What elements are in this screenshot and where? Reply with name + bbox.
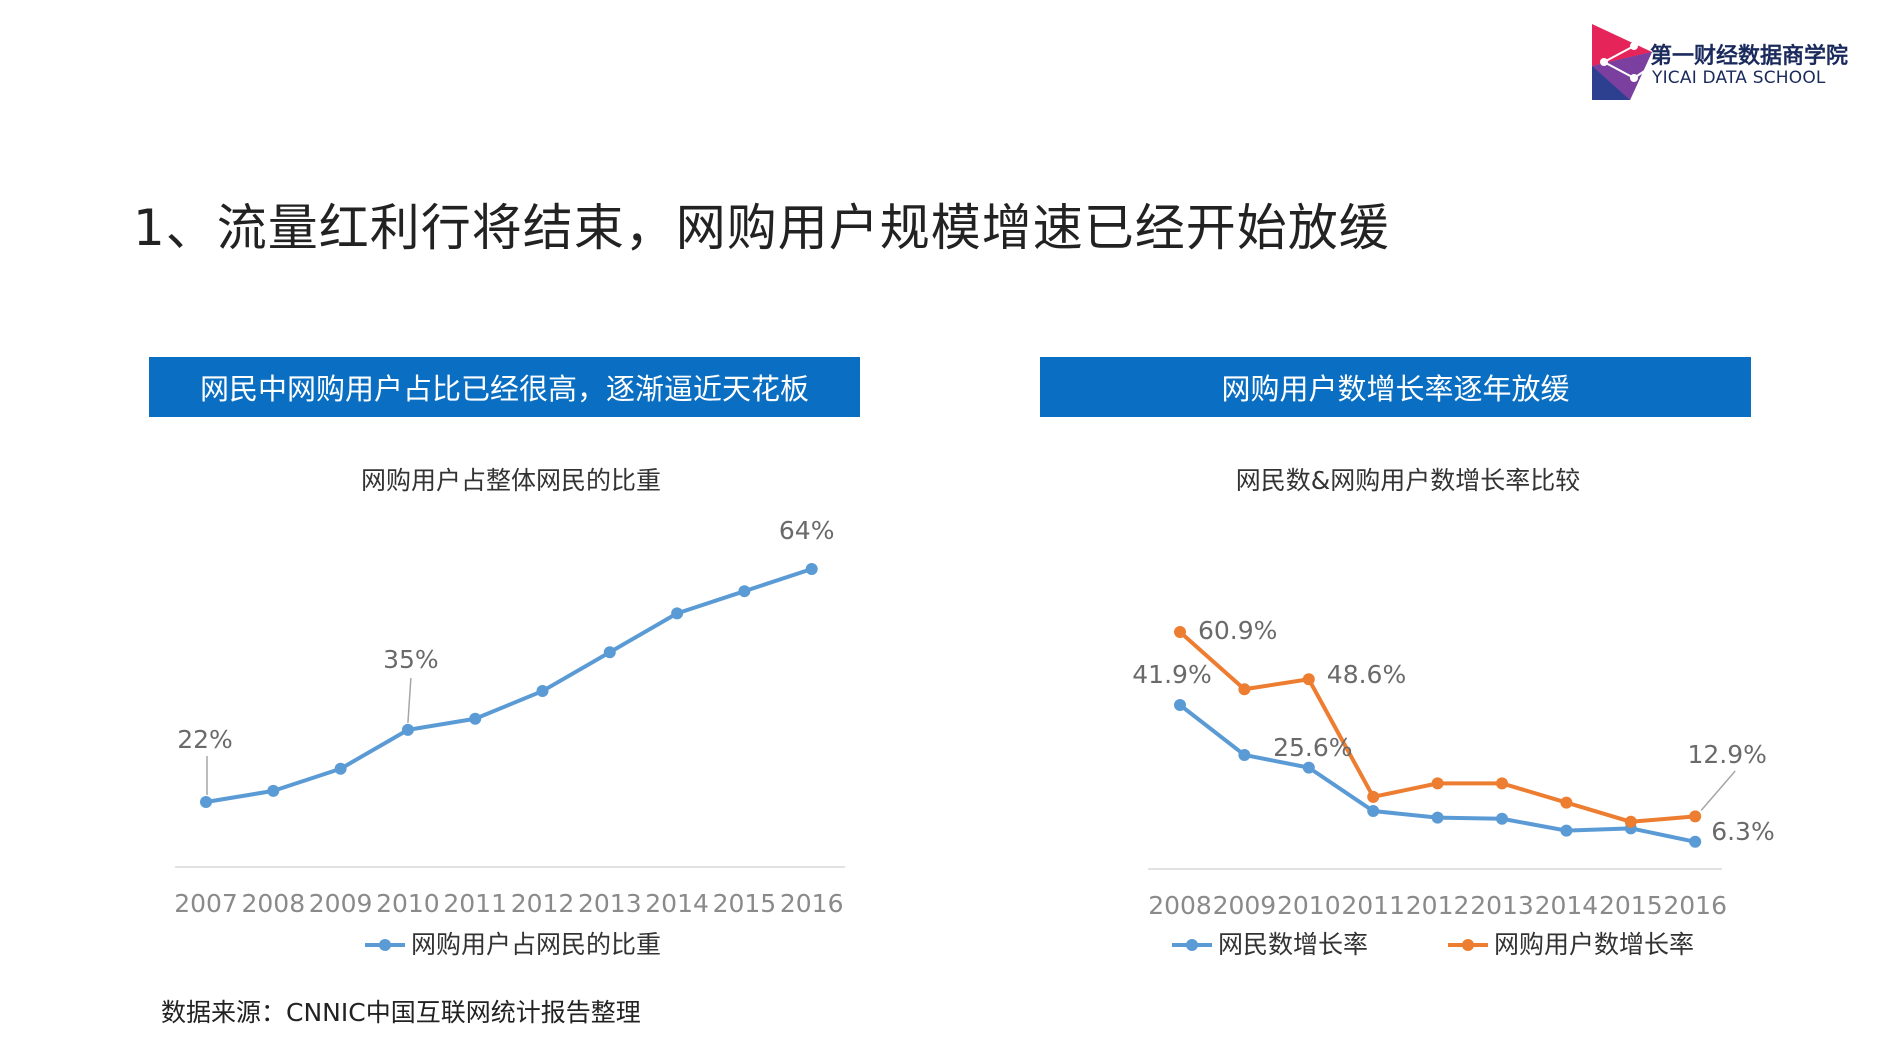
logo-mark [1592, 24, 1656, 100]
x-tick-label: 2013 [1470, 891, 1534, 920]
logo-name-cn: 第一财经数据商学院 [1650, 44, 1849, 69]
data-point [1174, 699, 1186, 711]
data-label: 12.9% [1687, 740, 1766, 769]
x-tick-label: 2011 [1341, 891, 1405, 920]
right-banner: 网购用户数增长率逐年放缓 [1040, 357, 1751, 417]
data-point [1689, 835, 1702, 848]
data-point [536, 685, 549, 698]
data-point [401, 723, 414, 736]
chart-title: 网民数&网购用户数增长率比较 [1236, 466, 1581, 495]
data-point [1624, 815, 1637, 828]
data-label: 22% [177, 725, 233, 754]
data-label: 48.6% [1327, 660, 1406, 689]
chart-title: 网购用户占整体网民的比重 [361, 466, 661, 495]
data-point [671, 607, 684, 620]
data-point [603, 646, 616, 659]
x-tick-label: 2012 [1406, 891, 1470, 920]
x-tick-label: 2010 [376, 889, 440, 918]
x-tick-label: 2014 [1535, 891, 1599, 920]
x-tick-label: 2010 [1277, 891, 1341, 920]
data-point [1560, 824, 1573, 837]
x-tick-label: 2008 [241, 889, 305, 918]
data-point [1431, 811, 1444, 824]
x-tick-label: 2015 [713, 889, 777, 918]
x-tick-label: 2008 [1148, 891, 1212, 920]
data-label: 25.6% [1273, 733, 1352, 762]
label-leader [1700, 770, 1736, 811]
legend-label: 网民数增长率 [1218, 930, 1368, 959]
data-point [1174, 626, 1186, 638]
x-tick-label: 2009 [1213, 891, 1277, 920]
data-point [1689, 810, 1702, 823]
legend-swatch-marker [379, 939, 391, 951]
data-point [1238, 748, 1251, 761]
data-label: 60.9% [1198, 616, 1277, 645]
data-point [334, 762, 347, 775]
legend-label: 网购用户占网民的比重 [411, 930, 661, 959]
x-tick-label: 2012 [511, 889, 575, 918]
data-label: 64% [779, 516, 835, 545]
legend-swatch-marker [1186, 939, 1198, 951]
data-point [200, 796, 212, 808]
data-source-note: 数据来源：CNNIC中国互联网统计报告整理 [161, 998, 641, 1027]
data-point [1367, 790, 1380, 803]
data-point [1302, 761, 1315, 774]
label-leader [407, 677, 412, 723]
x-tick-label: 2009 [309, 889, 373, 918]
x-tick-label: 2013 [578, 889, 642, 918]
left-banner: 网民中网购用户占比已经很高，逐渐逼近天花板 [149, 357, 860, 417]
data-point [469, 712, 482, 725]
data-point [1560, 796, 1573, 809]
data-label: 6.3% [1711, 817, 1775, 846]
series-line-1 [205, 567, 813, 804]
series-line-2 [1178, 630, 1696, 824]
data-point [267, 784, 280, 797]
data-point [1367, 805, 1380, 818]
data-point [1496, 812, 1508, 825]
x-tick-label: 2011 [443, 889, 507, 918]
legend-label: 网购用户数增长率 [1494, 930, 1694, 959]
x-tick-label: 2016 [1663, 891, 1727, 920]
legend-swatch-marker [1462, 939, 1474, 951]
logo-name-en: YICAI DATA SCHOOL [1652, 68, 1826, 88]
data-label: 41.9% [1132, 660, 1211, 689]
data-point [805, 563, 818, 575]
data-point [1431, 777, 1444, 790]
page-title: 1、流量红利行将结束，网购用户规模增速已经开始放缓 [133, 199, 1390, 257]
data-point [738, 585, 751, 598]
x-tick-label: 2016 [780, 889, 844, 918]
data-point [1496, 777, 1508, 790]
data-point [1238, 683, 1251, 696]
data-point [1302, 673, 1315, 686]
x-tick-label: 2007 [174, 889, 238, 918]
x-tick-label: 2015 [1599, 891, 1663, 920]
data-label: 35% [383, 645, 439, 674]
x-tick-label: 2014 [645, 889, 709, 918]
